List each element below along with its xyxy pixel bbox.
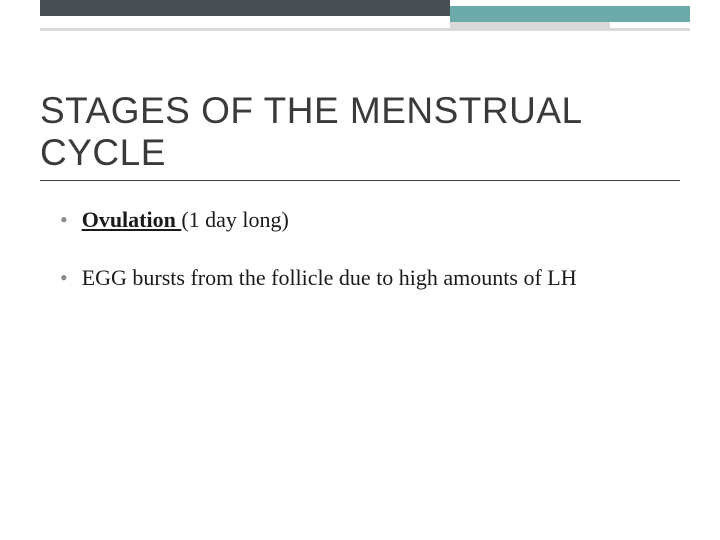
- header-bars: [0, 0, 720, 40]
- bar-teal: [450, 6, 690, 22]
- bullet-item: • EGG bursts from the follicle due to hi…: [60, 263, 660, 293]
- slide-title: STAGES OF THE MENSTRUAL CYCLE: [40, 90, 680, 181]
- bullet-text: Ovulation (1 day long): [82, 205, 660, 235]
- slide-content: • Ovulation (1 day long) • EGG bursts fr…: [60, 205, 660, 292]
- bullet-rest: EGG bursts from the follicle due to high…: [82, 265, 577, 290]
- bar-gray-lower: [40, 28, 690, 31]
- bullet-rest: (1 day long): [181, 207, 289, 232]
- bullet-item: • Ovulation (1 day long): [60, 205, 660, 235]
- bullet-marker-icon: •: [60, 205, 68, 235]
- bullet-text: EGG bursts from the follicle due to high…: [82, 263, 660, 293]
- bullet-marker-icon: •: [60, 263, 68, 293]
- bar-dark: [40, 0, 450, 16]
- bullet-emphasis: Ovulation: [82, 207, 182, 232]
